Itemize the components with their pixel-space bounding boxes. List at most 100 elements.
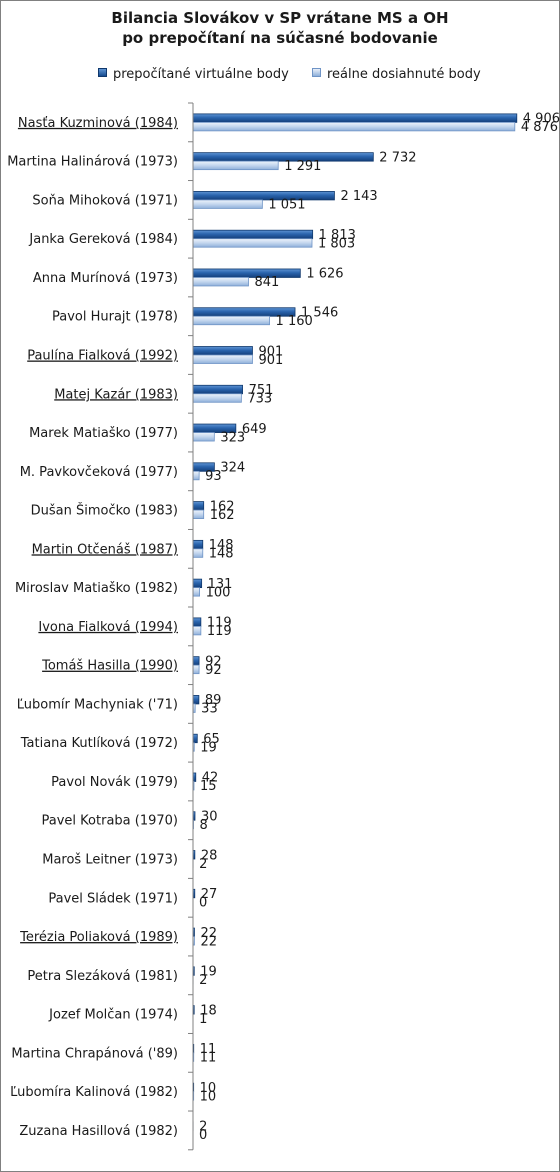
virtual-value-label-14: 119 [207,616,232,631]
virtual-value-label-6: 1 546 [301,305,338,320]
real-value-label-16: 33 [201,702,218,717]
virtual-bar-8 [192,384,243,395]
category-label-25: Martina Chrapánová ('89) [11,1046,178,1061]
real-value-label-1: 4 876 [521,120,558,135]
category-label-15: Tomáš Hasilla (1990) [41,659,178,674]
category-label-14: Ivona Fialková (1994) [38,620,178,635]
category-label-1: Nasťa Kuzminová (1984) [18,116,178,131]
virtual-bar-14 [192,617,202,627]
legend-swatch-real [312,68,321,77]
real-bar-12 [192,548,204,558]
real-bar-14 [192,625,202,636]
real-bar-11 [192,509,205,519]
virtual-value-label-16: 89 [205,693,222,708]
category-label-5: Anna Murínová (1973) [33,271,178,286]
real-value-label-26: 10 [200,1089,217,1104]
category-label-27: Zuzana Hasillová (1982) [19,1124,178,1139]
virtual-value-label-22: 22 [200,926,217,941]
real-value-label-22: 22 [200,934,217,949]
real-value-label-10: 93 [205,469,222,484]
real-bar-13 [192,587,200,597]
virtual-value-label-26: 10 [200,1081,217,1096]
real-value-label-6: 1 160 [276,314,313,329]
virtual-value-label-11: 162 [210,499,235,514]
virtual-value-label-23: 19 [200,965,217,980]
real-value-label-2: 1 291 [284,159,321,174]
virtual-value-label-5: 1 626 [306,267,343,282]
real-bar-7 [192,354,253,364]
category-label-17: Tatiana Kutlíková (1972) [20,736,178,751]
category-label-9: Marek Matiaško (1977) [29,426,178,441]
category-label-10: M. Pavkovčeková (1977) [20,465,178,480]
category-label-8: Matej Kazár (1983) [54,387,178,402]
legend-label-virtual: prepočítané virtuálne body [113,67,289,82]
virtual-value-label-1: 4 906 [523,112,560,127]
category-label-12: Martin Otčenáš (1987) [32,542,178,557]
real-bar-3 [192,199,263,209]
real-value-label-8: 733 [247,392,272,407]
virtual-value-label-18: 42 [202,771,219,786]
category-label-6: Pavol Hurajt (1978) [52,310,178,325]
real-value-label-14: 119 [207,624,232,639]
real-value-label-3: 1 051 [268,198,305,213]
category-label-24: Jozef Molčan (1974) [48,1008,178,1023]
legend-swatch-virtual [98,68,107,77]
virtual-bar-12 [192,539,204,550]
real-bar-9 [192,432,215,442]
legend-item-virtual: prepočítané virtuálne body [98,67,289,82]
virtual-value-label-27: 2 [199,1120,207,1135]
chart-title: Bilancia Slovákov v SP vrátane MS a OH p… [0,8,560,48]
virtual-bar-4 [192,229,314,240]
category-label-22: Terézia Poliaková (1989) [19,930,178,945]
legend-label-real: reálne dosiahnuté body [327,67,481,82]
real-bar-15 [192,664,200,675]
virtual-value-label-21: 27 [201,887,218,902]
virtual-value-label-7: 901 [258,344,283,359]
virtual-bar-16 [192,695,200,705]
category-label-16: Ľubomír Machyniak ('71) [17,697,178,712]
virtual-value-label-24: 18 [200,1003,217,1018]
real-value-label-25: 11 [200,1051,217,1066]
virtual-bar-11 [192,501,205,511]
virtual-value-label-4: 1 813 [319,228,356,243]
virtual-bar-1 [192,113,518,123]
chart-title-line-1: Bilancia Slovákov v SP vrátane MS a OH [111,9,449,27]
virtual-value-label-10: 324 [220,461,245,476]
real-value-label-15: 92 [205,663,222,678]
real-value-label-12: 148 [209,547,234,562]
real-value-label-27: 0 [199,1128,207,1143]
category-label-13: Miroslav Matiaško (1982) [15,581,178,596]
category-label-20: Maroš Leitner (1973) [42,853,178,868]
virtual-bar-15 [192,656,200,666]
virtual-bar-2 [192,152,374,162]
real-value-label-20: 2 [199,857,207,872]
real-value-label-23: 2 [199,973,207,988]
legend-item-real: reálne dosiahnuté body [312,67,481,82]
virtual-value-label-17: 65 [203,732,220,747]
virtual-value-label-3: 2 143 [340,189,377,204]
category-label-3: Soňa Mihoková (1971) [32,193,178,208]
real-bar-10 [192,470,200,481]
real-value-label-24: 1 [199,1012,207,1027]
real-bar-2 [192,160,279,171]
virtual-value-label-2: 2 732 [379,150,416,165]
virtual-value-label-9: 649 [242,422,267,437]
category-label-4: Janka Gereková (1984) [28,232,178,247]
virtual-bar-5 [192,268,301,278]
virtual-value-label-8: 751 [249,383,274,398]
virtual-value-label-15: 92 [205,654,222,669]
real-value-label-7: 901 [258,353,283,368]
real-value-label-19: 8 [200,818,208,833]
real-value-label-5: 841 [255,275,280,290]
real-bar-6 [192,315,270,326]
chart-legend: prepočítané virtuálne body reálne dosiah… [0,67,560,83]
chart-title-line-2: po prepočítaní na súčasné bodovanie [122,29,438,47]
virtual-value-label-25: 11 [200,1042,217,1057]
virtual-bar-13 [192,578,203,589]
real-value-label-9: 323 [220,430,245,445]
category-label-23: Petra Slezáková (1981) [27,969,178,984]
virtual-value-label-13: 131 [208,577,233,592]
real-value-label-4: 1 803 [318,236,355,251]
